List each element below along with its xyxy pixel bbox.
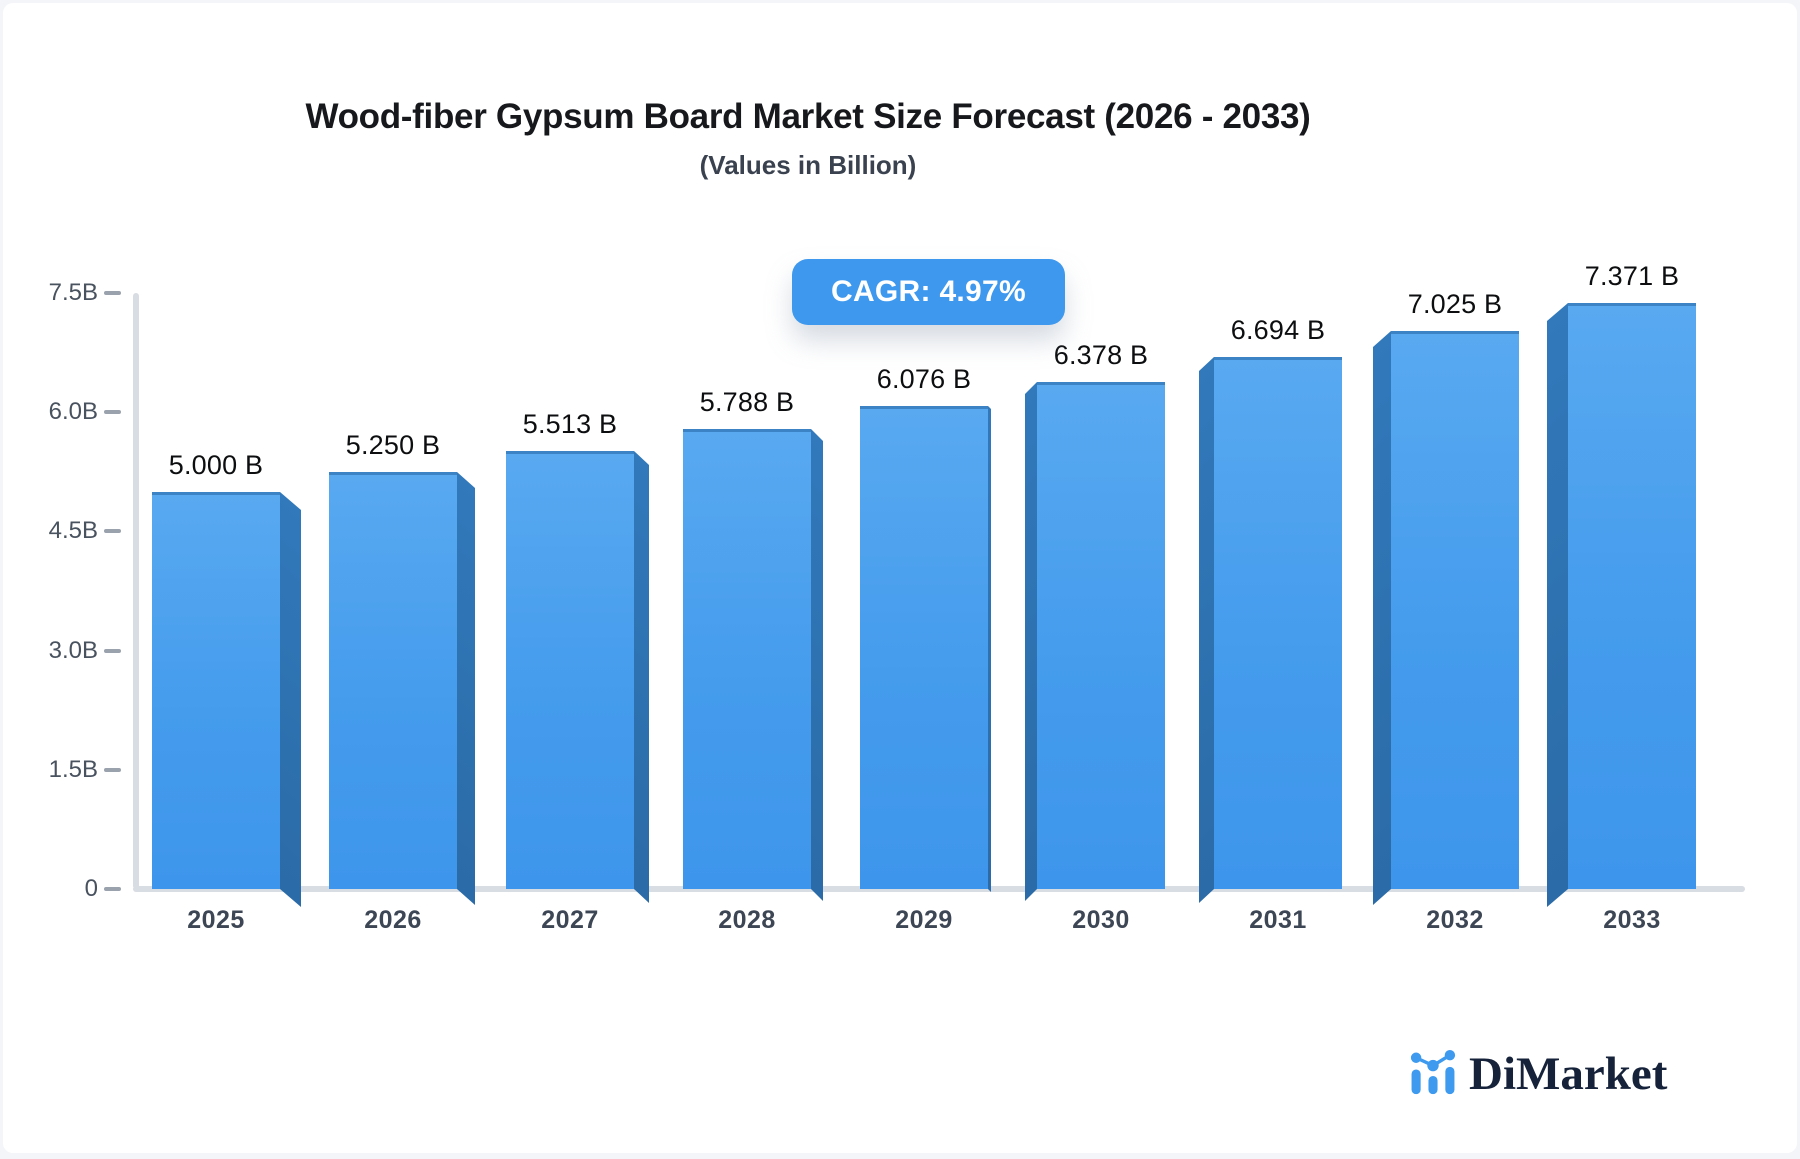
- cagr-badge: CAGR: 4.97%: [792, 259, 1065, 325]
- bar-side-2026: [457, 472, 475, 905]
- x-tick-label-2031: 2031: [1190, 906, 1366, 935]
- bar-side-2031: [1199, 357, 1214, 903]
- x-tick-label-2032: 2032: [1367, 906, 1543, 935]
- x-tick-label-2025: 2025: [128, 906, 304, 935]
- y-tick-mark-0: [104, 887, 121, 891]
- bar-side-2032: [1373, 331, 1391, 905]
- bar-side-2027: [634, 451, 649, 903]
- bar-2033: [1568, 303, 1696, 889]
- bar-side-2025: [280, 492, 301, 907]
- bar-2026: [329, 472, 457, 889]
- bar-side-2029: [988, 406, 991, 892]
- y-tick-mark-7.5B: [104, 291, 121, 295]
- bar-2025: [152, 492, 280, 889]
- y-tick-label-4.5B: 4.5B: [13, 516, 98, 546]
- bar-2029: [860, 406, 988, 889]
- y-tick-mark-4.5B: [104, 529, 121, 533]
- brand-name: DiMarket: [1469, 1043, 1667, 1105]
- y-tick-mark-1.5B: [104, 768, 121, 772]
- y-tick-mark-6.0B: [104, 410, 121, 414]
- chart-header: Wood-fiber Gypsum Board Market Size Fore…: [3, 97, 1613, 181]
- y-tick-mark-3.0B: [104, 649, 121, 653]
- bar-2032: [1391, 331, 1519, 889]
- y-tick-label-3.0B: 3.0B: [13, 636, 98, 666]
- bar-side-2028: [811, 429, 823, 901]
- chart-card: Wood-fiber Gypsum Board Market Size Fore…: [3, 3, 1797, 1153]
- bar-2031: [1214, 357, 1342, 889]
- y-tick-label-1.5B: 1.5B: [13, 755, 98, 785]
- bar-side-2030: [1025, 382, 1037, 901]
- x-tick-label-2026: 2026: [305, 906, 481, 935]
- bar-side-2033: [1547, 303, 1568, 907]
- bar-2028: [683, 429, 811, 889]
- y-tick-label-7.5B: 7.5B: [13, 278, 98, 308]
- cagr-badge-label: CAGR: 4.97%: [831, 275, 1026, 309]
- x-tick-label-2033: 2033: [1544, 906, 1720, 935]
- chart-title: Wood-fiber Gypsum Board Market Size Fore…: [3, 97, 1613, 137]
- x-tick-label-2030: 2030: [1013, 906, 1189, 935]
- brand-watermark: DiMarket: [1407, 1043, 1667, 1105]
- bar-2027: [506, 451, 634, 889]
- chart-subtitle: (Values in Billion): [3, 150, 1613, 181]
- y-tick-label-0: 0: [13, 874, 98, 904]
- y-axis: [133, 293, 139, 889]
- x-tick-label-2029: 2029: [836, 906, 1012, 935]
- bar-value-label-2033: 7.371 B: [1528, 261, 1736, 292]
- x-tick-label-2027: 2027: [482, 906, 658, 935]
- x-tick-label-2028: 2028: [659, 906, 835, 935]
- bar-value-label-2032: 7.025 B: [1351, 289, 1559, 320]
- bar-2030: [1037, 382, 1165, 889]
- dimarket-logo-icon: [1407, 1047, 1459, 1101]
- y-tick-label-6.0B: 6.0B: [13, 397, 98, 427]
